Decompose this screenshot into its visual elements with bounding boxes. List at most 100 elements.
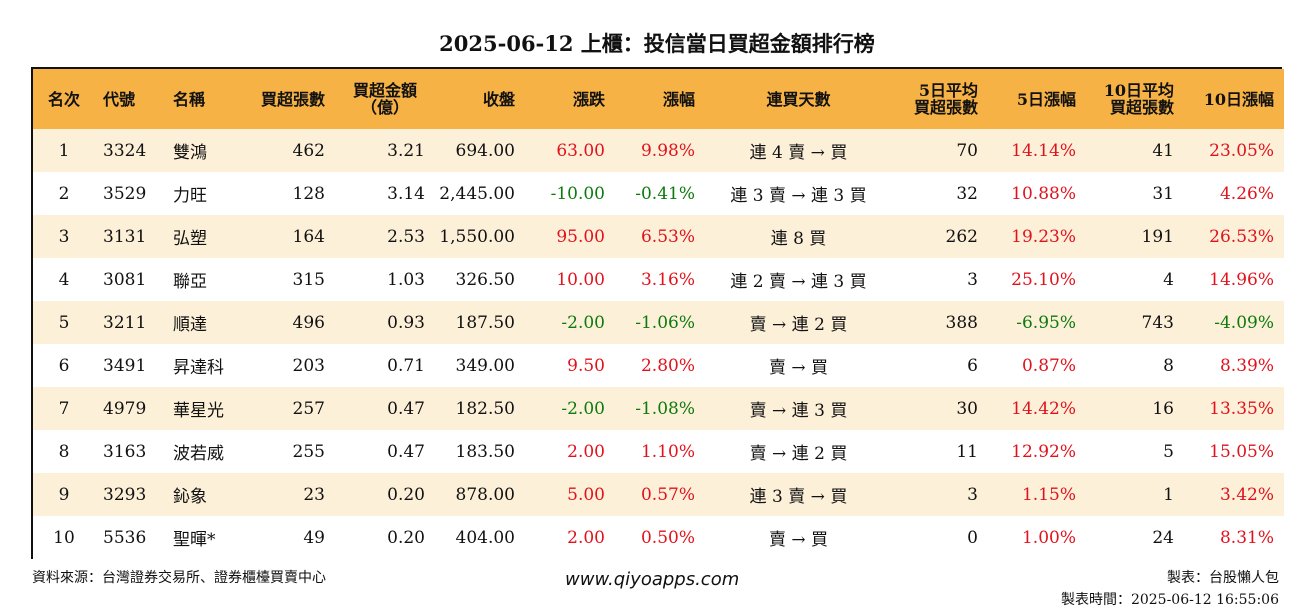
cell-code: 3211 [103,312,147,333]
cell-pct5: 12.92% [1011,441,1076,462]
cell-rank: 4 [58,269,70,290]
cell-avg5: 6 [967,355,978,376]
cell-avg5: 11 [956,441,978,462]
cell-net-buy-amount: 3.14 [387,183,425,204]
cell-net-buy-lots: 23 [303,484,325,505]
cell-avg10: 16 [1152,398,1174,419]
cell-avg10: 8 [1163,355,1174,376]
cell-net-buy-lots: 255 [292,441,325,462]
ranking-table-frame: 名次 代號 名稱 買超張數 買超金額 （億） 收盤 漲跌 漲幅 連買天數 5日平… [31,67,1284,559]
cell-streak: 連 3 賣 → 連 3 買 [730,186,867,206]
header-name: 名稱 [173,89,206,109]
cell-net-buy-lots: 164 [292,226,325,247]
cell-pct10: 15.05% [1209,441,1274,462]
cell-change-pct: 9.98% [640,140,695,161]
table-row: 9 3293 鈊象 23 0.20 878.00 5.00 0.57% 連 3 賣 → 買 3 1.… [33,473,1284,516]
cell-streak: 連 8 買 [770,229,827,249]
cell-net-buy-lots: 257 [292,398,325,419]
cell-pct10: 13.35% [1209,398,1274,419]
cell-change: 9.50 [567,355,605,376]
header-avg10-line2: 買超張數 [1109,98,1174,117]
cell-change: 10.00 [556,269,605,290]
table-row: 7 4979 華星光 257 0.47 182.50 -2.00 -1.08% 賣 → 連 3 … [33,387,1284,430]
cell-net-buy-amount: 0.47 [387,398,425,419]
table-row: 5 3211 順達 496 0.93 187.50 -2.00 -1.06% 賣 → 連 2 買… [33,301,1284,344]
header-pct10: 10日漲幅 [1203,89,1274,109]
cell-name: 力旺 [173,186,207,206]
cell-rank: 7 [58,398,70,419]
cell-close: 349.00 [455,355,515,376]
cell-change-pct: 0.50% [640,527,695,548]
cell-streak: 賣 → 買 [768,358,829,378]
cell-pct10: -4.09% [1214,312,1274,333]
cell-net-buy-lots: 49 [303,527,325,548]
cell-change: -2.00 [561,398,605,419]
cell-code: 4979 [103,398,147,419]
data-source-note: 資料來源：台灣證券交易所、證券櫃檯買賣中心 [32,570,326,586]
cell-pct5: 0.87% [1021,355,1076,376]
cell-avg5: 0 [967,527,978,548]
cell-pct10: 26.53% [1209,226,1274,247]
cell-rank: 2 [58,183,70,204]
cell-pct5: 1.15% [1021,484,1076,505]
generated-time: 製表時間：2025-06-12 16:55:06 [1060,592,1279,608]
cell-pct5: 14.14% [1011,140,1076,161]
cell-streak: 連 3 賣 → 買 [749,487,848,507]
cell-change-pct: -1.06% [635,312,695,333]
cell-avg5: 3 [967,269,978,290]
header-rank: 名次 [47,89,80,109]
cell-pct10: 3.42% [1219,484,1274,505]
table-row: 8 3163 波若威 255 0.47 183.50 2.00 1.10% 賣 → 連 2 買 1… [33,430,1284,473]
header-avg10-line1: 10日平均 [1103,81,1174,100]
table-row: 4 3081 聯亞 315 1.03 326.50 10.00 3.16% 連 2 賣 → 連 … [33,258,1284,301]
cell-avg10: 24 [1152,527,1174,548]
cell-code: 3293 [103,484,147,505]
cell-name: 昇達科 [173,358,224,378]
cell-net-buy-lots: 203 [292,355,325,376]
cell-change: -2.00 [561,312,605,333]
table-header-row: 名次 代號 名稱 買超張數 買超金額 （億） 收盤 漲跌 漲幅 連買天數 5日平… [33,69,1284,129]
cell-change-pct: 3.16% [640,269,695,290]
cell-code: 3131 [103,226,147,247]
cell-close: 2,445.00 [439,183,515,204]
website-url: www.qiyoapps.com [565,569,740,590]
cell-avg5: 30 [956,398,978,419]
cell-avg5: 388 [945,312,978,333]
cell-net-buy-amount: 0.93 [387,312,425,333]
table-row: 3 3131 弘塑 164 2.53 1,550.00 95.00 6.53% 連 8 買 262… [33,215,1284,258]
cell-close: 694.00 [455,140,515,161]
cell-net-buy-amount: 0.20 [387,484,425,505]
header-avg5-line1: 5日平均 [918,81,978,100]
cell-close: 326.50 [455,269,515,290]
header-change-pct: 漲幅 [662,89,695,109]
cell-pct5: 25.10% [1011,269,1076,290]
cell-pct5: -6.95% [1016,312,1076,333]
table-row: 10 5536 聖暉* 49 0.20 404.00 2.00 0.50% 賣 → 買 0 1.00… [33,516,1284,559]
header-streak: 連買天數 [766,89,831,109]
cell-avg5: 3 [967,484,978,505]
cell-change-pct: -1.08% [635,398,695,419]
cell-streak: 賣 → 買 [768,530,829,550]
page-title: 2025-06-12 上櫃：投信當日買超金額排行榜 [439,31,875,56]
cell-avg10: 191 [1141,226,1174,247]
cell-name: 華星光 [173,401,224,421]
cell-pct10: 4.26% [1219,183,1274,204]
cell-code: 3163 [103,441,147,462]
cell-net-buy-amount: 2.53 [387,226,425,247]
cell-pct10: 8.31% [1219,527,1274,548]
cell-name: 聖暉* [173,530,216,550]
cell-close: 1,550.00 [439,226,515,247]
cell-net-buy-amount: 0.71 [387,355,425,376]
header-code: 代號 [103,89,136,109]
cell-net-buy-amount: 1.03 [387,269,425,290]
header-avg10: 10日平均 買超張數 [1086,69,1184,129]
cell-code: 3529 [103,183,147,204]
maker-credit: 製表：台股懶人包 [1167,570,1279,586]
cell-streak: 賣 → 連 2 買 [749,444,848,464]
cell-change: 2.00 [567,441,605,462]
table-row: 6 3491 昇達科 203 0.71 349.00 9.50 2.80% 賣 → 買 6 0.87… [33,344,1284,387]
cell-close: 404.00 [455,527,515,548]
cell-streak: 連 2 賣 → 連 3 買 [730,272,867,292]
cell-name: 鈊象 [173,487,207,507]
